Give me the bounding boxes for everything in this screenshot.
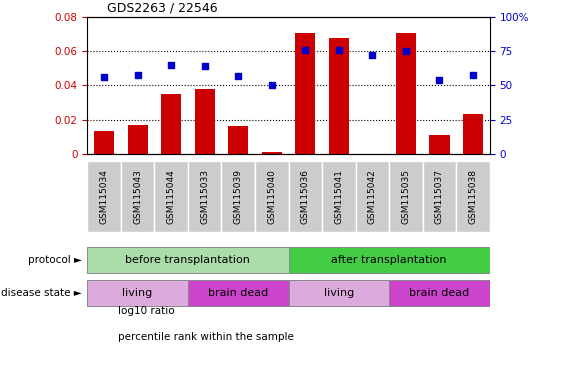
Bar (94, 131, 114, 154)
Text: GSM115040: GSM115040 (267, 169, 276, 224)
Bar (221, 161, 255, 232)
Bar (295, 33, 315, 154)
Bar (389, 280, 490, 306)
Bar (188, 280, 289, 306)
Point (133, 71, 142, 78)
Bar (154, 161, 188, 232)
Point (234, 73, 243, 79)
Text: GSM115037: GSM115037 (435, 169, 444, 224)
Bar (87, 280, 188, 306)
Bar (463, 114, 483, 154)
Bar (389, 161, 423, 232)
Text: GSM115035: GSM115035 (401, 169, 410, 224)
Text: living: living (324, 288, 354, 298)
Point (368, 52, 377, 58)
Text: GSM115038: GSM115038 (468, 169, 477, 224)
Point (401, 48, 410, 55)
Point (334, 47, 343, 53)
Point (167, 62, 176, 68)
Text: disease state ►: disease state ► (1, 288, 82, 298)
Bar (329, 38, 349, 154)
Text: percentile rank within the sample: percentile rank within the sample (118, 332, 294, 342)
Bar (289, 161, 322, 232)
Bar (87, 161, 121, 232)
Bar (289, 247, 490, 273)
Bar (228, 126, 248, 154)
Bar (423, 161, 456, 232)
Bar (356, 161, 389, 232)
Bar (396, 33, 416, 154)
Bar (195, 89, 215, 154)
Point (200, 63, 209, 70)
Text: GSM115033: GSM115033 (200, 169, 209, 224)
Text: GSM115041: GSM115041 (334, 169, 343, 224)
Bar (262, 152, 282, 154)
Point (468, 71, 477, 78)
Bar (456, 161, 490, 232)
Text: after transplantation: after transplantation (332, 255, 447, 265)
Bar (128, 125, 148, 154)
Bar (289, 280, 389, 306)
Bar (161, 94, 181, 154)
Text: GSM115043: GSM115043 (133, 169, 142, 224)
Text: protocol ►: protocol ► (28, 255, 82, 265)
Bar (322, 161, 356, 232)
Point (435, 77, 444, 83)
Bar (255, 161, 289, 232)
Text: GSM115044: GSM115044 (167, 169, 176, 224)
Point (267, 83, 276, 89)
Text: before transplantation: before transplantation (126, 255, 251, 265)
Text: GSM115039: GSM115039 (234, 169, 243, 224)
Text: brain dead: brain dead (208, 288, 269, 298)
Point (301, 47, 310, 53)
Point (100, 74, 109, 80)
Bar (430, 135, 449, 154)
Text: GSM115042: GSM115042 (368, 169, 377, 224)
Text: brain dead: brain dead (409, 288, 470, 298)
Text: GSM115036: GSM115036 (301, 169, 310, 224)
Text: GDS2263 / 22546: GDS2263 / 22546 (108, 2, 218, 15)
Bar (121, 161, 154, 232)
Bar (87, 247, 289, 273)
Text: log10 ratio: log10 ratio (118, 306, 175, 316)
Text: living: living (123, 288, 153, 298)
Bar (188, 161, 221, 232)
Text: GSM115034: GSM115034 (100, 169, 109, 224)
